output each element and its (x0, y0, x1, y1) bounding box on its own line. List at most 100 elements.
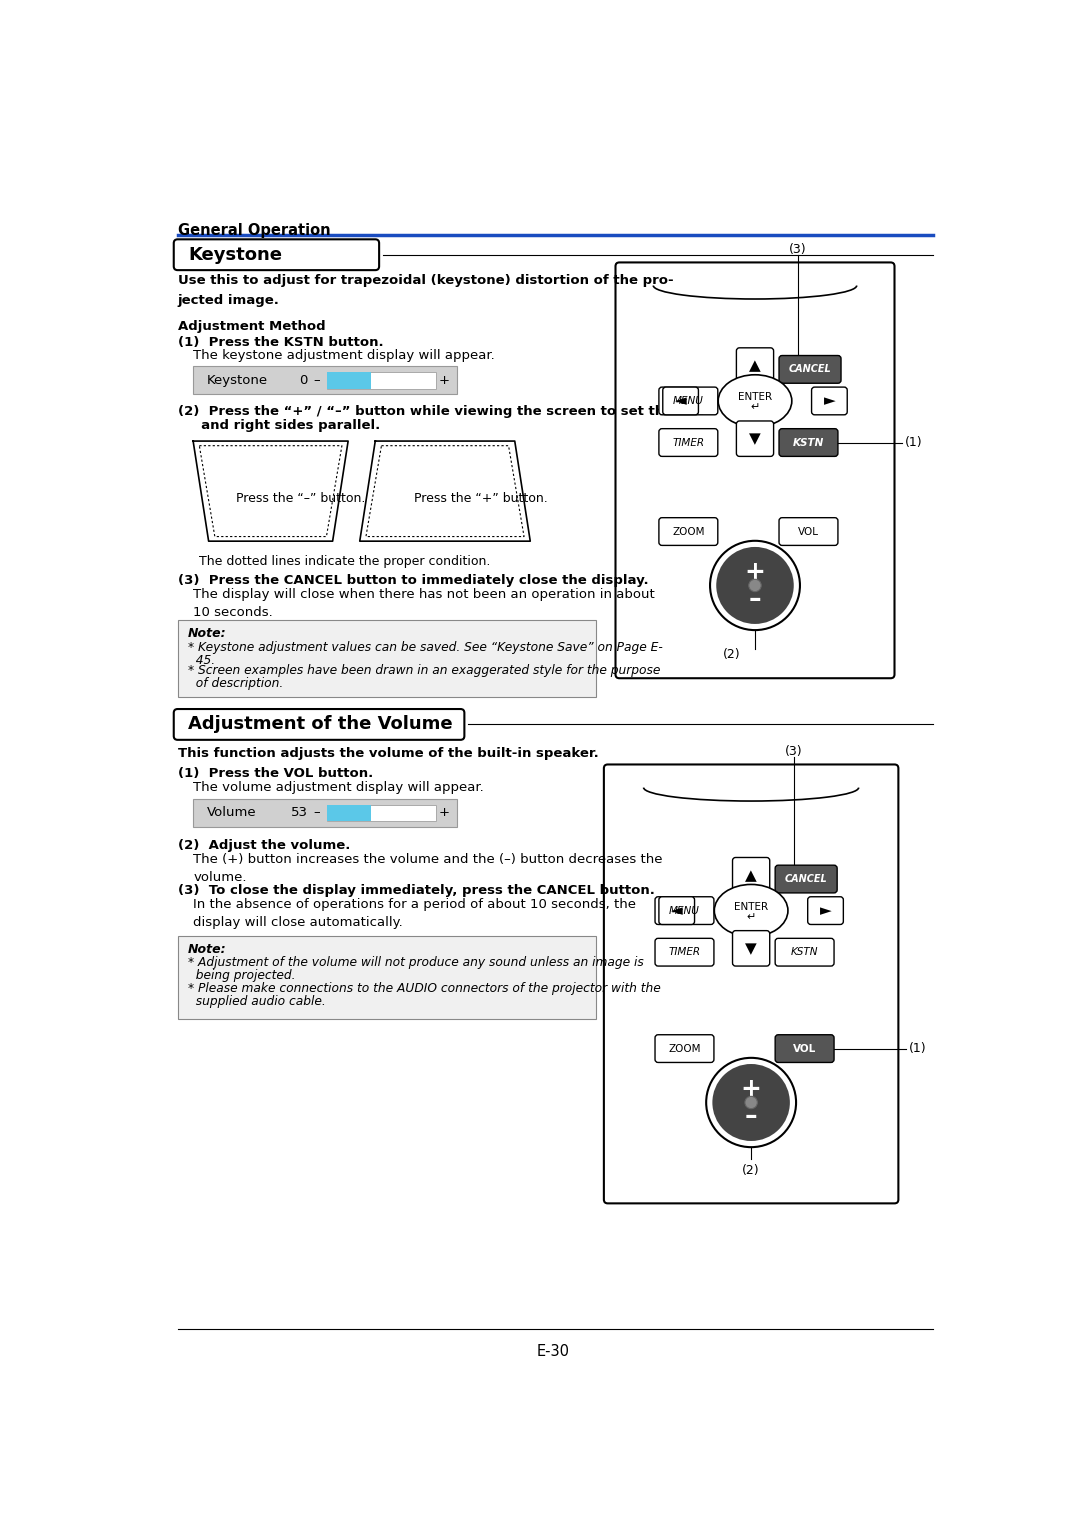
Text: Adjustment Method: Adjustment Method (177, 320, 325, 333)
Bar (327, 804, 435, 821)
Text: ENTER: ENTER (738, 392, 772, 403)
Text: –: – (313, 374, 320, 386)
Text: This function adjusts the volume of the built-in speaker.: This function adjusts the volume of the … (177, 746, 598, 760)
FancyBboxPatch shape (174, 240, 379, 270)
Text: Note:: Note: (188, 627, 227, 641)
Text: * Adjustment of the volume will not produce any sound unless an image is: * Adjustment of the volume will not prod… (188, 957, 644, 969)
Bar (327, 372, 435, 389)
Ellipse shape (714, 885, 788, 937)
Text: –: – (313, 806, 320, 819)
Text: ►: ► (824, 394, 835, 409)
Text: 53: 53 (291, 806, 308, 819)
Text: +: + (438, 374, 449, 386)
Text: and right sides parallel.: and right sides parallel. (177, 418, 380, 432)
Text: (3): (3) (788, 243, 807, 256)
Text: TIMER: TIMER (669, 948, 701, 957)
Text: (2)  Adjust the volume.: (2) Adjust the volume. (177, 839, 350, 852)
Circle shape (716, 546, 794, 624)
Text: ↵: ↵ (746, 911, 756, 922)
Text: Use this to adjust for trapezoidal (keystone) distortion of the pro-
jected imag: Use this to adjust for trapezoidal (keys… (177, 275, 673, 307)
FancyBboxPatch shape (737, 421, 773, 456)
FancyBboxPatch shape (811, 388, 847, 415)
Text: ▼: ▼ (750, 432, 761, 446)
Text: Press the “–” button.: Press the “–” button. (235, 493, 365, 505)
Text: +: + (438, 806, 449, 819)
Text: (1)  Press the VOL button.: (1) Press the VOL button. (177, 766, 373, 780)
Text: The keystone adjustment display will appear.: The keystone adjustment display will app… (193, 349, 495, 363)
Bar (177, 621, 596, 697)
Circle shape (745, 1096, 757, 1109)
Text: ►: ► (820, 903, 832, 919)
FancyBboxPatch shape (779, 429, 838, 456)
Text: (1): (1) (905, 436, 922, 449)
FancyBboxPatch shape (174, 710, 464, 740)
Text: Keystone: Keystone (207, 374, 268, 386)
FancyBboxPatch shape (663, 388, 699, 415)
Text: The dotted lines indicate the proper condition.: The dotted lines indicate the proper con… (199, 555, 490, 568)
Text: The volume adjustment display will appear.: The volume adjustment display will appea… (193, 781, 484, 794)
Text: (1)  Press the KSTN button.: (1) Press the KSTN button. (177, 336, 383, 348)
FancyBboxPatch shape (616, 262, 894, 678)
Text: VOL: VOL (793, 1044, 816, 1053)
Text: Note:: Note: (188, 943, 227, 957)
Text: Volume: Volume (207, 806, 257, 819)
Text: ◄: ◄ (671, 903, 683, 919)
Text: (2): (2) (742, 1164, 760, 1177)
Text: CANCEL: CANCEL (785, 874, 827, 884)
Text: (3)  Press the CANCEL button to immediately close the display.: (3) Press the CANCEL button to immediate… (177, 574, 648, 588)
Text: TIMER: TIMER (672, 438, 704, 447)
FancyBboxPatch shape (656, 938, 714, 966)
FancyBboxPatch shape (656, 897, 714, 925)
Text: (3): (3) (785, 745, 802, 758)
Text: ◄: ◄ (675, 394, 687, 409)
Circle shape (706, 1058, 796, 1148)
Text: KSTN: KSTN (791, 948, 819, 957)
Text: being projected.: being projected. (188, 969, 295, 983)
Text: ↵: ↵ (751, 403, 759, 412)
FancyBboxPatch shape (659, 897, 694, 925)
Text: 45.: 45. (188, 653, 215, 667)
Text: ENTER: ENTER (734, 902, 768, 911)
Bar (193, 366, 457, 394)
Text: +: + (744, 560, 766, 583)
Text: The display will close when there has not been an operation in about
10 seconds.: The display will close when there has no… (193, 588, 654, 620)
Text: MENU: MENU (669, 905, 700, 916)
Text: 0: 0 (299, 374, 308, 386)
Text: ZOOM: ZOOM (669, 1044, 701, 1053)
Circle shape (713, 1064, 789, 1141)
Text: VOL: VOL (798, 526, 819, 537)
FancyBboxPatch shape (732, 858, 770, 893)
Ellipse shape (718, 375, 792, 427)
Text: E-30: E-30 (537, 1344, 570, 1360)
Bar (327, 804, 372, 821)
Text: ▼: ▼ (745, 942, 757, 955)
Text: ZOOM: ZOOM (672, 526, 704, 537)
FancyBboxPatch shape (779, 517, 838, 545)
Text: Press the “+” button.: Press the “+” button. (414, 493, 548, 505)
Text: In the absence of operations for a period of about 10 seconds, the
display will : In the absence of operations for a perio… (193, 897, 636, 929)
Circle shape (748, 580, 761, 592)
FancyBboxPatch shape (659, 388, 718, 415)
FancyBboxPatch shape (775, 938, 834, 966)
Text: (3)  To close the display immediately, press the CANCEL button.: (3) To close the display immediately, pr… (177, 884, 654, 897)
Bar (327, 372, 372, 389)
Text: General Operation: General Operation (177, 223, 330, 238)
FancyBboxPatch shape (732, 931, 770, 966)
Text: +: + (741, 1077, 761, 1100)
Text: –: – (745, 1105, 757, 1128)
Bar (193, 800, 457, 827)
Bar (177, 935, 596, 1019)
Text: Adjustment of the Volume: Adjustment of the Volume (189, 716, 454, 734)
FancyBboxPatch shape (656, 1035, 714, 1062)
FancyBboxPatch shape (659, 517, 718, 545)
FancyBboxPatch shape (737, 348, 773, 383)
FancyBboxPatch shape (779, 356, 841, 383)
Text: MENU: MENU (673, 395, 704, 406)
Text: (2): (2) (723, 649, 741, 661)
Text: The (+) button increases the volume and the (–) button decreases the
volume.: The (+) button increases the volume and … (193, 853, 663, 884)
Text: ▲: ▲ (750, 359, 761, 372)
Text: * Keystone adjustment values can be saved. See “Keystone Save” on Page E-: * Keystone adjustment values can be save… (188, 641, 662, 653)
Circle shape (710, 540, 800, 630)
Text: supplied audio cable.: supplied audio cable. (188, 995, 325, 1009)
Text: CANCEL: CANCEL (788, 365, 832, 374)
